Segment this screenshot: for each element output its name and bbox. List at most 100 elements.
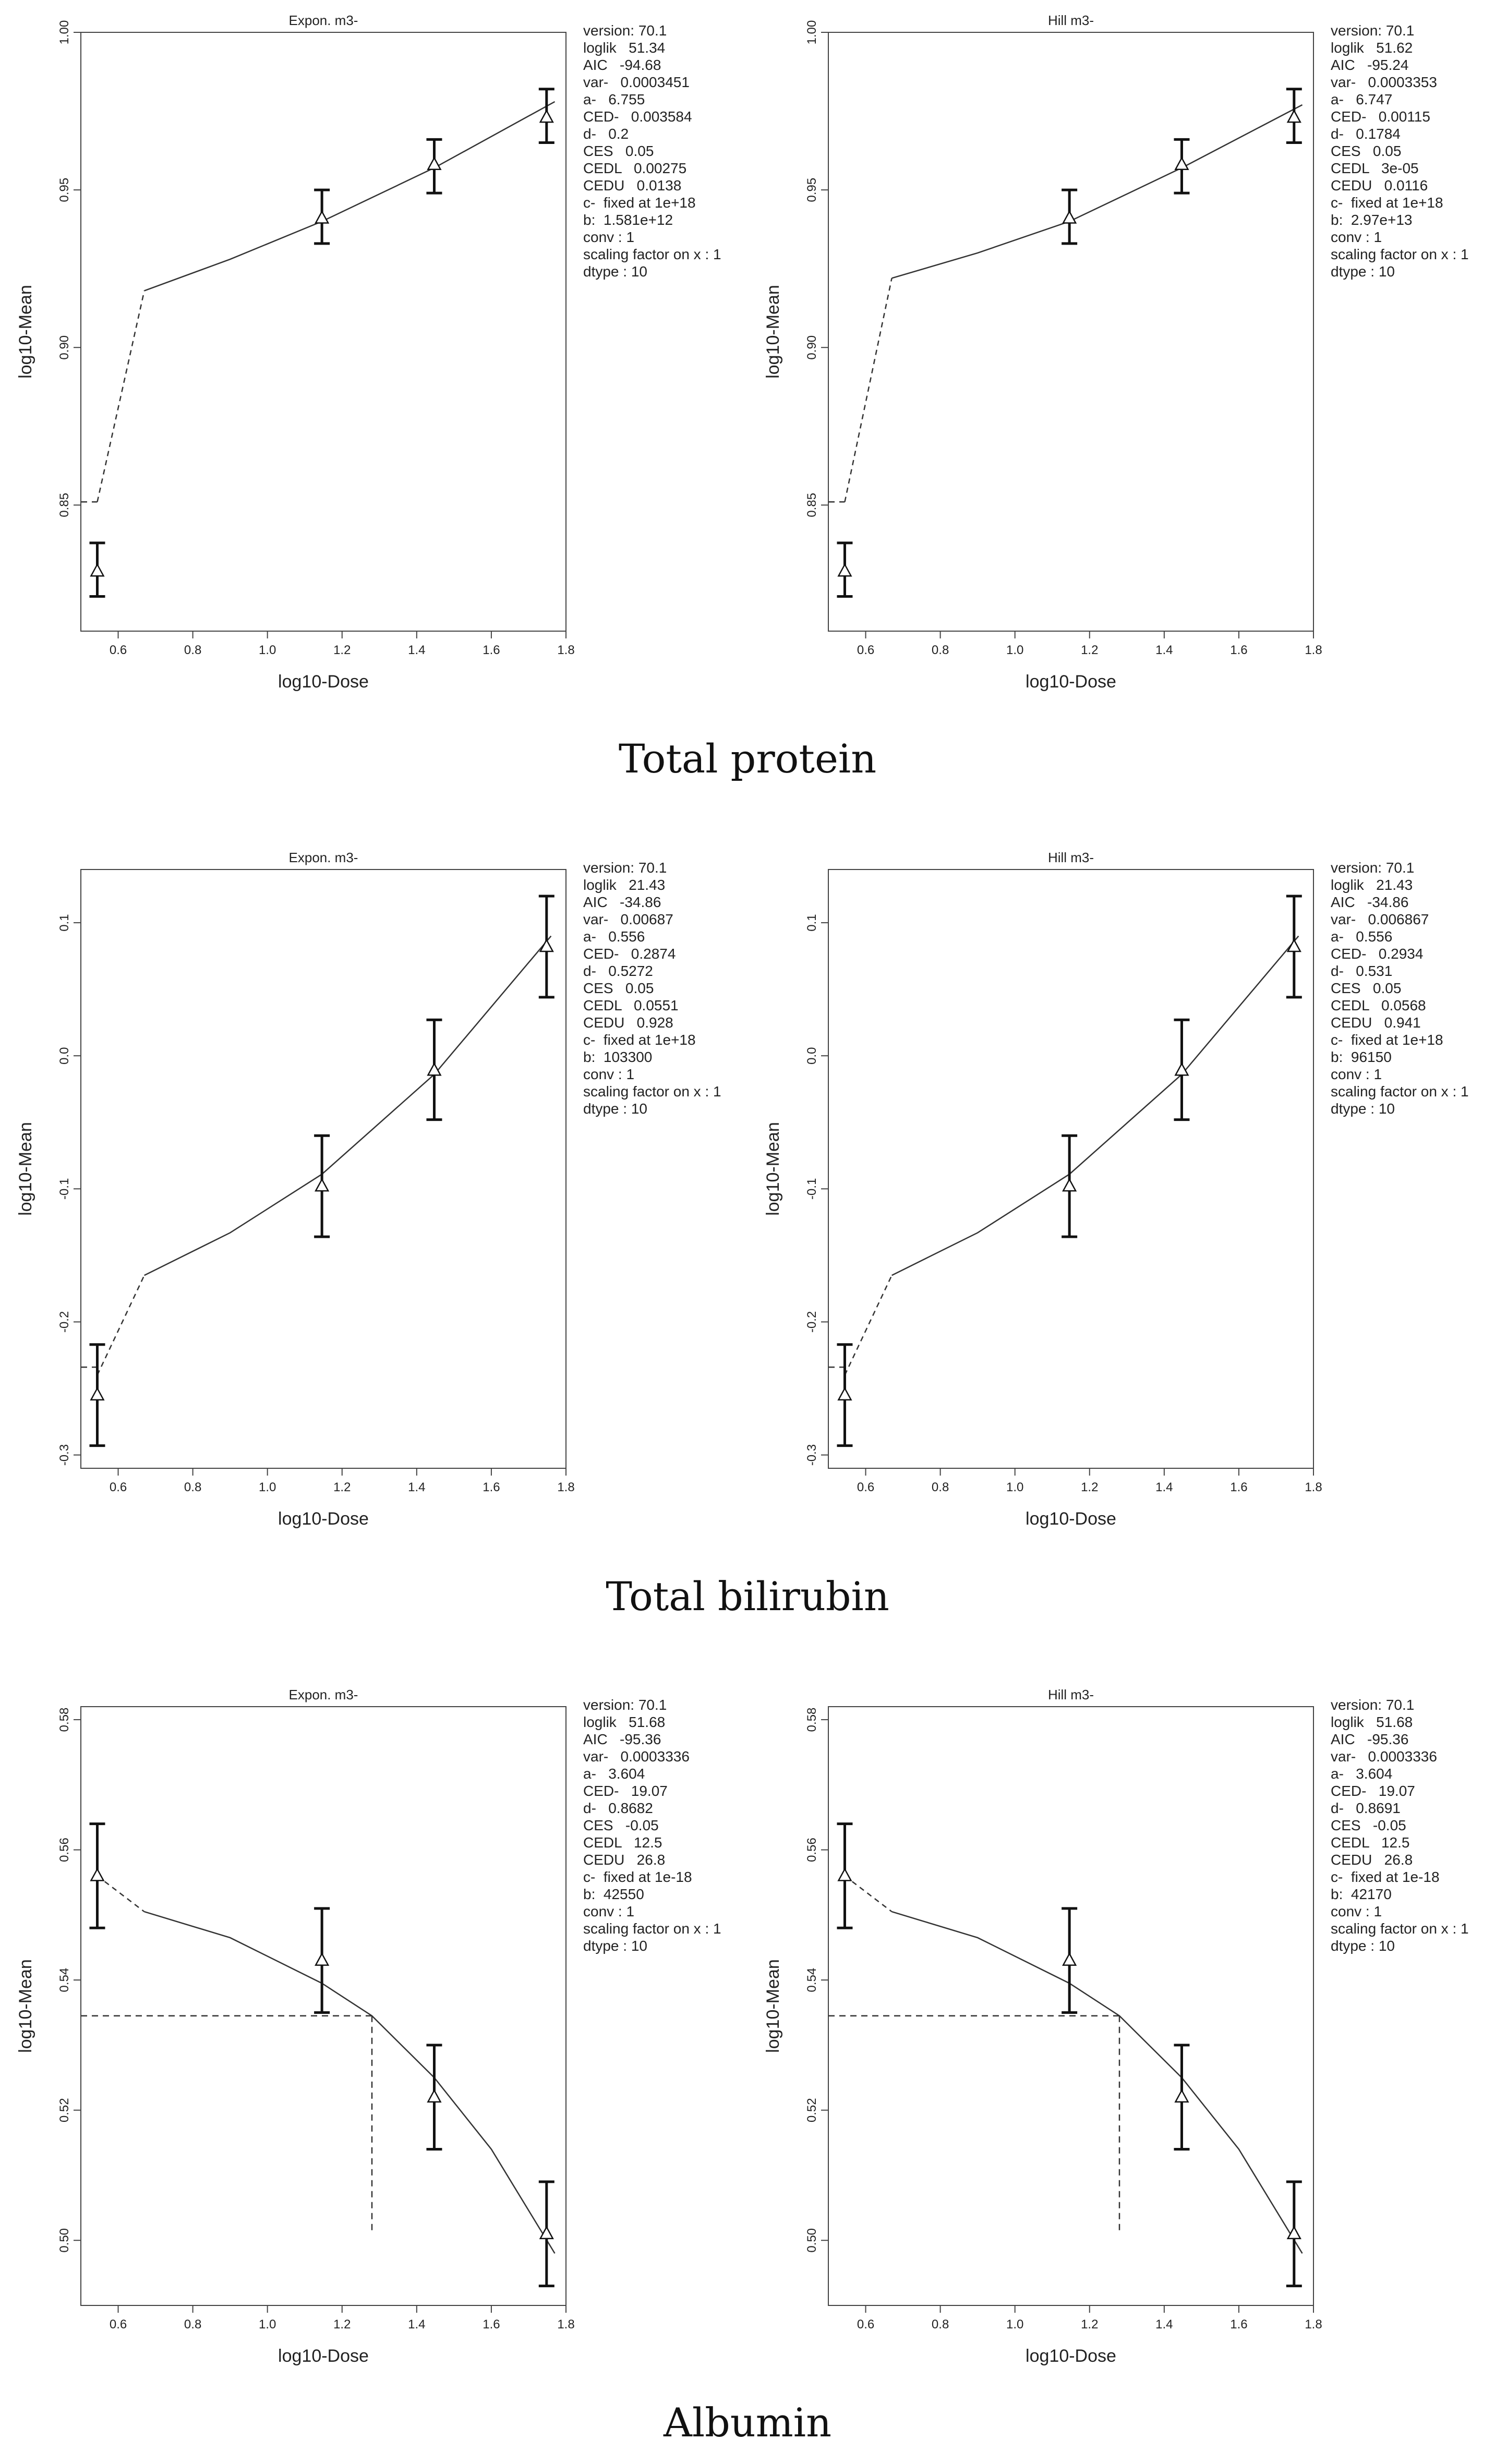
x-axis-label: log10-Dose: [278, 1509, 369, 1529]
x-tick-label: 0.6: [110, 1480, 127, 1494]
stats-line: CEDL 3e-05: [1331, 160, 1419, 176]
y-tick-label: 1.00: [805, 20, 819, 45]
x-tick-label: 0.8: [932, 2317, 949, 2332]
stats-line: version: 70.1: [583, 22, 667, 39]
stats-line: dtype : 10: [583, 1938, 647, 1954]
stats-line: CEDL 0.00275: [583, 160, 686, 176]
x-tick-label: 0.6: [857, 1480, 874, 1494]
fit-curve: [891, 104, 1303, 279]
x-tick-label: 1.2: [333, 2317, 351, 2332]
x-tick-label: 1.8: [1305, 1480, 1322, 1494]
x-tick-label: 1.6: [1230, 1480, 1247, 1494]
stats-line: scaling factor on x : 1: [1331, 1083, 1469, 1100]
fit-curve: [144, 101, 556, 292]
stats-line: AIC -95.24: [1331, 57, 1408, 73]
fit-curve-extrapolated: [844, 1275, 893, 1375]
data-point-marker: [315, 1178, 330, 1192]
stats-line: dtype : 10: [583, 1101, 647, 1117]
data-point-marker: [837, 1867, 852, 1881]
stats-line: b: 96150: [1331, 1049, 1392, 1065]
stats-line: CEDU 0.0116: [1331, 177, 1428, 194]
stats-line: CEDL 12.5: [1331, 1834, 1409, 1851]
stats-line: a- 6.747: [1331, 91, 1392, 107]
stats-line: AIC -95.36: [1331, 1731, 1408, 1747]
data-point-marker: [539, 938, 554, 952]
panel-title: Hill m3-: [1048, 1687, 1094, 1702]
x-tick-label: 1.4: [1155, 2317, 1173, 2332]
stats-line: scaling factor on x : 1: [1331, 1921, 1469, 1937]
x-tick-label: 1.8: [1305, 2317, 1322, 2332]
stats-line: CES 0.05: [583, 980, 654, 996]
data-point-marker: [837, 1387, 852, 1400]
fit-curve: [891, 1911, 1303, 2254]
stats-line: scaling factor on x : 1: [583, 1083, 721, 1100]
x-tick-label: 1.4: [1155, 643, 1173, 657]
fit-curve-extrapolated: [97, 1875, 145, 1913]
stats-line: dtype : 10: [1331, 1938, 1395, 1954]
y-tick-label: -0.3: [57, 1444, 71, 1466]
x-tick-label: 1.2: [333, 643, 351, 657]
y-tick-label: 0.0: [805, 1047, 819, 1064]
x-tick-label: 0.6: [110, 643, 127, 657]
fit-curve: [144, 935, 552, 1276]
stats-line: conv : 1: [583, 1066, 634, 1082]
y-tick-label: 0.58: [805, 1708, 819, 1732]
y-tick-label: 0.52: [57, 2098, 71, 2122]
stats-line: c- fixed at 1e-18: [583, 1869, 692, 1885]
data-point-marker: [1286, 2226, 1301, 2239]
data-point-marker: [90, 1867, 105, 1881]
stats-line: CED- 0.2934: [1331, 946, 1423, 962]
y-tick-label: 1.00: [57, 20, 71, 45]
data-point-marker: [90, 1387, 105, 1400]
chart-total-protein-hill: Hill m3- 0.6 0.8 1.0 1.2 1.4 1.6 1.8 0.85 0.90 0.9…: [763, 13, 1469, 692]
x-tick-label: 1.4: [408, 2317, 425, 2332]
stats-line: a- 6.755: [583, 91, 645, 107]
stats-line: c- fixed at 1e+18: [1331, 195, 1443, 211]
stats-line: b: 1.581e+12: [583, 212, 673, 228]
stats-line: b: 103300: [583, 1049, 652, 1065]
data-point-marker: [427, 1062, 442, 1076]
stats-line: c- fixed at 1e-18: [1331, 1869, 1440, 1885]
fit-curve-extrapolated: [97, 1275, 145, 1375]
y-tick-label: 0.50: [57, 2228, 71, 2253]
data-point-marker: [1062, 1952, 1077, 1966]
y-tick-label: 0.50: [805, 2228, 819, 2253]
y-tick-label: 0.85: [805, 493, 819, 517]
x-tick-label: 0.8: [932, 643, 949, 657]
stats-line: d- 0.8691: [1331, 1800, 1401, 1816]
stats-line: a- 0.556: [1331, 928, 1392, 945]
x-tick-label: 0.8: [184, 2317, 201, 2332]
stats-line: conv : 1: [1331, 229, 1382, 245]
stats-line: d- 0.5272: [583, 963, 653, 979]
y-tick-label: 0.58: [57, 1708, 71, 1732]
stats-line: CES 0.05: [1331, 980, 1401, 996]
stats-line: CES -0.05: [583, 1817, 659, 1833]
y-tick-label: 0.90: [805, 335, 819, 360]
stats-line: a- 3.604: [583, 1766, 645, 1782]
stats-line: version: 70.1: [583, 1697, 667, 1713]
y-tick-label: 0.54: [805, 1968, 819, 1992]
x-tick-label: 1.0: [1006, 2317, 1023, 2332]
stats-line: dtype : 10: [1331, 263, 1395, 280]
stats-line: version: 70.1: [1331, 860, 1414, 876]
x-tick-label: 1.8: [1305, 643, 1322, 657]
x-tick-label: 1.0: [259, 1480, 276, 1494]
y-tick-label: 0.85: [57, 493, 71, 517]
section-title-total-bilirubin: Total bilirubin: [606, 1573, 889, 1620]
y-tick-label: -0.1: [805, 1178, 819, 1200]
x-tick-label: 1.6: [483, 643, 500, 657]
stats-line: scaling factor on x : 1: [583, 1921, 721, 1937]
stats-line: CED- 0.00115: [1331, 108, 1430, 125]
fit-curve: [891, 935, 1299, 1276]
stats-line: loglik 51.62: [1331, 40, 1413, 56]
stats-line: CEDU 0.0138: [583, 177, 681, 194]
y-axis-label: log10-Mean: [16, 1959, 35, 2053]
stats-line: AIC -95.36: [583, 1731, 661, 1747]
stats-line: var- 0.00687: [583, 911, 673, 927]
stats-line: loglik 51.68: [583, 1714, 665, 1730]
data-point-marker: [90, 563, 105, 577]
stats-line: var- 0.006867: [1331, 911, 1429, 927]
stats-line: AIC -34.86: [1331, 894, 1408, 910]
stats-line: d- 0.2: [583, 126, 629, 142]
stats-line: version: 70.1: [1331, 1697, 1414, 1713]
